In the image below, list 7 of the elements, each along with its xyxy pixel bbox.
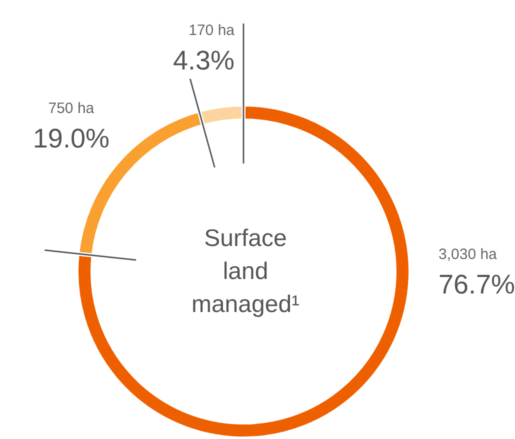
data-label: 76.7%	[438, 270, 515, 300]
text: Surface land managed¹	[191, 225, 300, 318]
data-label: 19.0%	[32, 123, 110, 154]
slice-label: 3,030 ha	[438, 246, 498, 263]
slice-label: 170 ha	[188, 22, 236, 40]
slice-label: 750 ha	[48, 100, 95, 117]
data-label: 4.3%	[172, 46, 235, 76]
